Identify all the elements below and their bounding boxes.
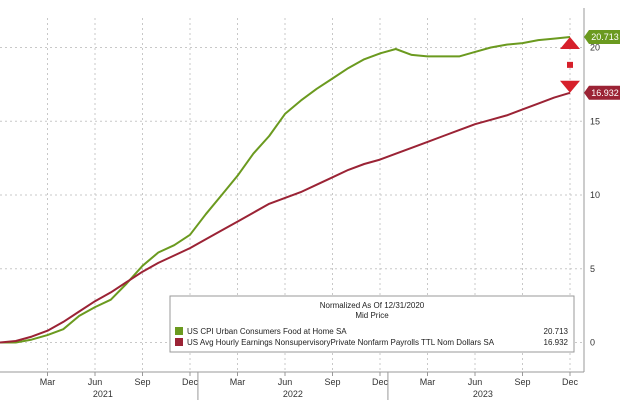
x-year-label: 2023 [473,389,493,399]
x-tick-label: Sep [514,377,530,387]
legend-swatch-0 [175,327,183,335]
x-tick-label: Sep [324,377,340,387]
x-tick-label: Dec [372,377,389,387]
x-tick-label: Dec [182,377,199,387]
arrow-down-icon [560,80,580,93]
x-year-label: 2021 [93,389,113,399]
last-value-label-0: 20.713 [591,32,619,42]
legend-box [169,295,575,353]
y-tick-label: 10 [590,190,600,200]
legend-series-name-1: US Avg Hourly Earnings NonsupervisoryPri… [187,338,495,347]
legend-subtitle: Mid Price [355,311,389,320]
x-tick-label: Jun [88,377,103,387]
spread-annotation [560,36,580,93]
x-tick-label: Dec [562,377,579,387]
x-tick-label: Jun [278,377,293,387]
x-tick-label: Mar [420,377,436,387]
series-line-0 [0,36,571,344]
y-tick-label: 15 [590,116,600,126]
last-value-tag-1 [584,85,620,100]
x-tick-label: Sep [134,377,150,387]
legend-series-value-1: 16.932 [544,338,569,347]
y-tick-label: 20 [590,43,600,53]
last-value-labels: 20.713 16.932 [584,29,620,100]
axes: 0 5 10 15 20 Mar Jun Sep Dec Mar Jun Sep Dec Mar Jun Se… [0,8,600,400]
last-value-label-1: 16.932 [591,88,619,98]
legend-series-value-0: 20.713 [544,327,569,336]
y-tick-label: 5 [590,264,595,274]
last-value-tag-0 [584,29,620,44]
legend-title: Normalized As Of 12/31/2020 [320,301,425,310]
x-year-label: 2022 [283,389,303,399]
x-tick-label: Mar [230,377,246,387]
x-tick-label: Jun [468,377,483,387]
y-tick-label: 0 [590,338,595,348]
series-line-1 [0,91,571,344]
legend-series-name-0: US CPI Urban Consumers Food at Home SA [187,327,347,336]
arrow-midpoint [567,61,573,68]
series-lines [0,36,571,344]
arrow-up-icon [560,36,580,49]
x-tick-label: Mar [40,377,56,387]
legend-swatch-1 [175,338,183,346]
